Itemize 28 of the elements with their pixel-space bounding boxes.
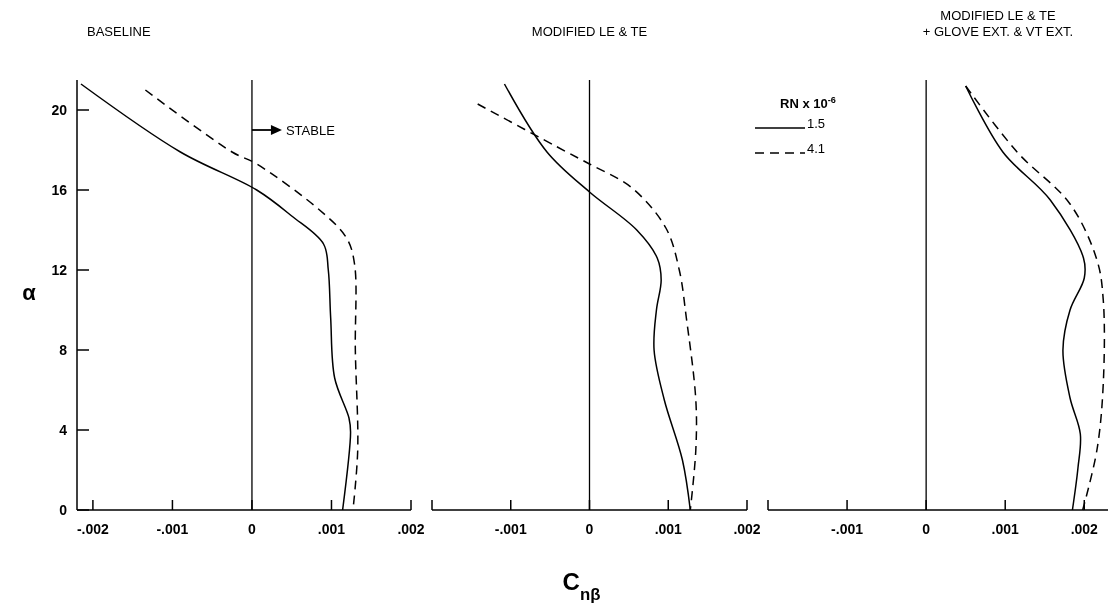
x-tick-label: .001 — [317, 521, 346, 537]
y-tick-label: 16 — [51, 182, 68, 198]
x-tick-label: -.001 — [831, 521, 864, 537]
x-tick-label: .002 — [733, 521, 761, 537]
x-tick-label: 0 — [248, 521, 257, 537]
y-tick-label: 8 — [59, 342, 68, 358]
x-tick-label: -.002 — [76, 521, 110, 537]
x-tick-label: 0 — [585, 521, 594, 537]
x-tick-label: -.001 — [494, 521, 527, 537]
annotation: STABLE — [285, 123, 336, 138]
chart-title: MODIFIED LE & TE — [531, 24, 648, 39]
chart-title: BASELINE — [87, 24, 151, 39]
x-tick-label: .002 — [1070, 521, 1099, 537]
x-tick-label: -.001 — [156, 521, 189, 537]
x-axis-title: C$_{nβ}$ — [562, 568, 601, 604]
y-tick-label: 20 — [51, 102, 68, 118]
chart-title: MODIFIED LE & TE + GLOVE EXT. & VT EXT. — [922, 8, 1074, 39]
y-tick-label: 4 — [59, 422, 68, 438]
legend-label: 4.1 — [807, 141, 826, 156]
x-tick-label: .002 — [397, 521, 425, 537]
y-tick-label: 12 — [51, 262, 68, 278]
x-tick-label: .001 — [991, 521, 1020, 537]
y-tick-label: 0 — [59, 502, 68, 518]
legend-label: 1.5 — [807, 116, 826, 131]
x-tick-label: .001 — [654, 521, 683, 537]
legend-title: RN x 10$^{-6}$ — [780, 95, 836, 111]
x-tick-label: 0 — [922, 521, 931, 537]
y-axis-title: α — [22, 280, 37, 305]
